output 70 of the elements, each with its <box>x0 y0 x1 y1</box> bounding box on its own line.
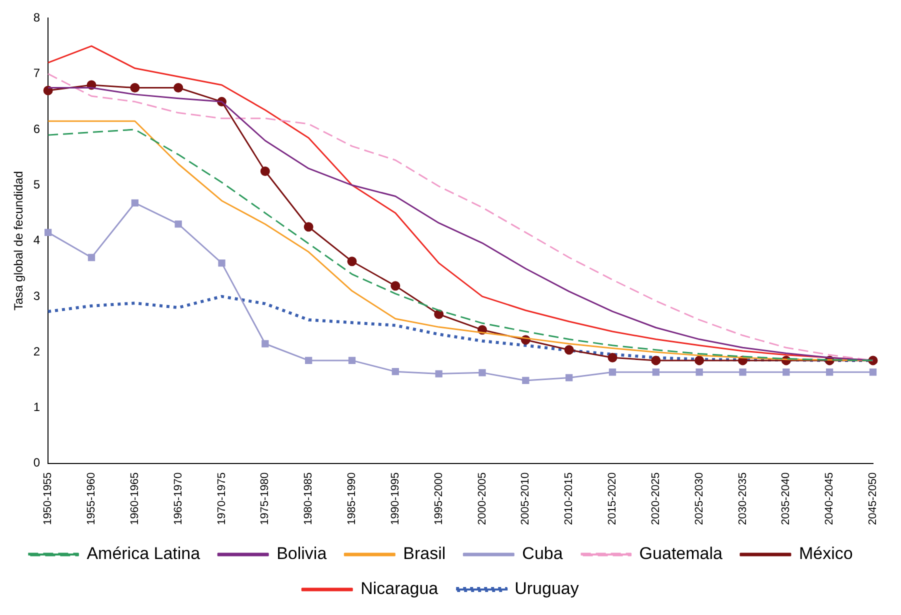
point <box>739 368 746 376</box>
point <box>608 368 616 376</box>
x-tick-label: 1985-1990 <box>346 472 358 526</box>
point <box>43 86 53 96</box>
point <box>260 166 270 176</box>
x-tick-label: 1955-1960 <box>86 472 98 526</box>
legend-label: Brasil <box>403 544 446 564</box>
y-tick-label: 3 <box>33 288 40 303</box>
legend-label: Cuba <box>522 544 564 564</box>
point <box>392 368 399 376</box>
y-tick-label: 6 <box>33 122 40 136</box>
point <box>608 352 618 362</box>
legend-label: Bolivia <box>276 544 328 564</box>
point <box>304 222 314 232</box>
x-tick-label: 1975-1980 <box>259 472 272 526</box>
y-tick-label: 1 <box>33 400 40 414</box>
point <box>694 356 704 366</box>
legend-label: Nicaragua <box>360 579 439 598</box>
point <box>174 83 184 93</box>
point <box>651 356 661 366</box>
point <box>348 356 356 364</box>
point <box>390 281 400 291</box>
point <box>262 340 269 348</box>
y-tick-label: 5 <box>33 177 40 192</box>
legend-label: Uruguay <box>514 579 580 598</box>
point <box>131 199 138 207</box>
y-tick-label: 2 <box>33 344 40 358</box>
point <box>218 259 226 267</box>
y-tick-label: 7 <box>33 66 40 80</box>
y-tick-label: 0 <box>33 456 40 470</box>
x-tick-label: 1980-1985 <box>302 472 315 526</box>
point <box>478 369 486 376</box>
x-tick-label: 1960-1965 <box>128 472 141 526</box>
x-tick-label: 2020-2025 <box>650 472 662 526</box>
x-tick-label: 1970-1975 <box>216 472 228 526</box>
x-tick-label: 2035-2040 <box>780 472 792 526</box>
point <box>88 254 96 262</box>
point <box>826 368 834 376</box>
point <box>434 310 444 320</box>
point <box>564 345 574 355</box>
point <box>782 368 790 376</box>
x-tick-label: 2015-2020 <box>606 472 619 526</box>
x-tick-label: 2030-2035 <box>736 472 749 526</box>
point <box>566 374 573 382</box>
legend-label: América Latina <box>86 544 201 564</box>
x-tick-label: 2045-2050 <box>867 472 880 526</box>
point <box>869 368 877 376</box>
point <box>174 220 182 228</box>
y-tick-label: 4 <box>33 233 40 248</box>
point <box>305 356 312 364</box>
point <box>652 368 660 376</box>
x-tick-label: 2000-2005 <box>476 472 488 526</box>
x-tick-label: 1990-1995 <box>389 472 402 526</box>
legend-label: Guatemala <box>639 544 724 564</box>
x-tick-label: 1965-1970 <box>172 472 184 526</box>
y-tick-label: 8 <box>33 10 40 25</box>
point <box>435 370 442 378</box>
point <box>347 256 357 266</box>
y-axis-title: Tasa global de fecundidad <box>12 171 26 311</box>
point <box>696 368 703 376</box>
legend-label: México <box>798 544 853 564</box>
point <box>522 376 530 384</box>
x-tick-label: 2010-2015 <box>563 472 576 526</box>
point <box>44 228 52 236</box>
x-tick-label: 2040-2045 <box>824 472 836 526</box>
x-tick-label: 1995-2000 <box>432 472 445 526</box>
x-tick-label: 2025-2030 <box>693 472 706 526</box>
x-tick-label: 2005-2010 <box>520 472 532 526</box>
point <box>130 83 140 93</box>
x-tick-label: 1950-1955 <box>42 472 54 526</box>
